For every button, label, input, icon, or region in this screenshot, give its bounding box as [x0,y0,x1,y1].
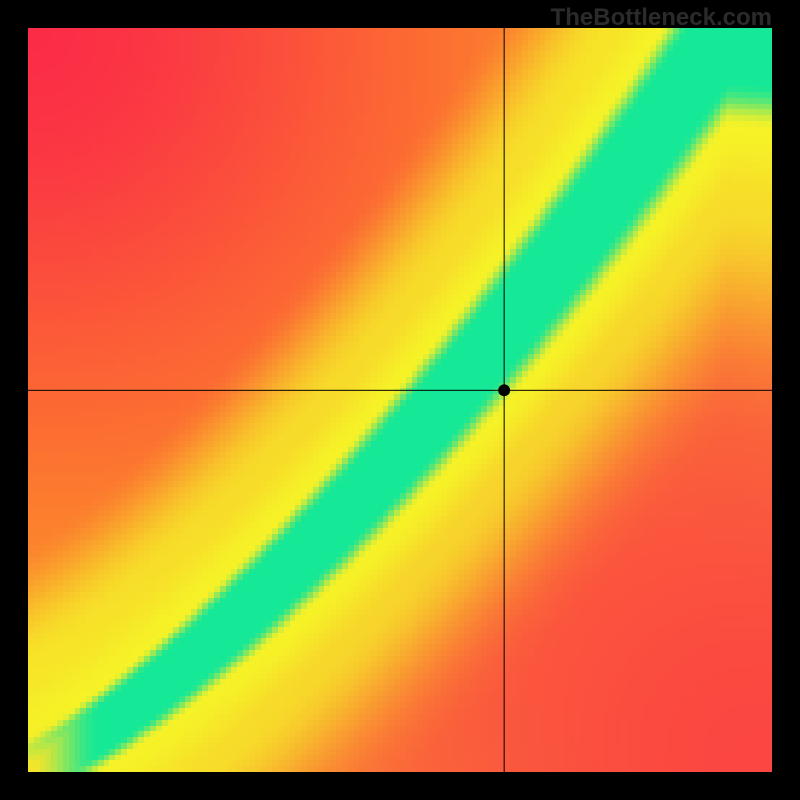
watermark-text: TheBottleneck.com [551,4,772,32]
